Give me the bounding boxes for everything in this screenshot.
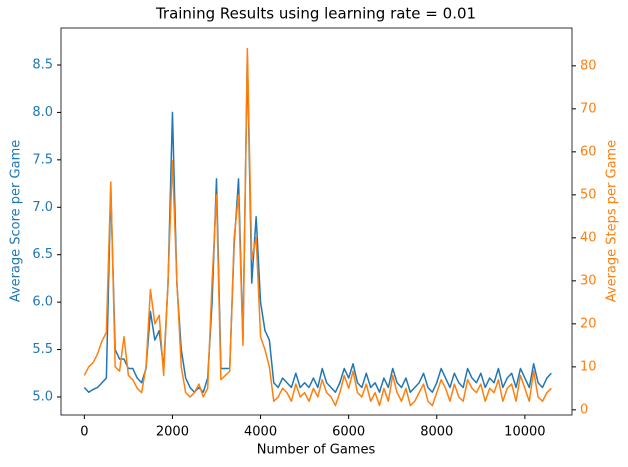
y2-tick-label: 0 [580, 402, 588, 417]
y2-tick-label: 60 [580, 144, 597, 159]
y-tick-label: 8.5 [32, 57, 53, 72]
plot-frame [60, 27, 573, 416]
x-tick-label: 0 [80, 425, 88, 440]
y-tick-label: 8.0 [32, 105, 53, 120]
y2-tick-label: 70 [580, 101, 597, 116]
y-axis-label: Average Score per Game [9, 140, 24, 303]
line-series [83, 47, 552, 407]
y-tick-label: 7.0 [32, 200, 53, 215]
y2-tick-label: 80 [580, 58, 597, 73]
y-tick-label: 5.5 [32, 342, 53, 357]
y2-axis-label: Average Steps per Game [605, 140, 620, 302]
y2-tick-label: 50 [580, 187, 597, 202]
y2-tick-label: 20 [580, 316, 597, 331]
x-tick-label: 4000 [244, 425, 277, 440]
y-tick-label: 5.0 [32, 389, 53, 404]
y2-tick-label: 10 [580, 359, 597, 374]
y-tick-label: 6.5 [32, 247, 53, 262]
y-tick-label: 7.5 [32, 152, 53, 167]
line-series [83, 54, 552, 393]
x-tick-label: 10000 [504, 425, 545, 440]
y2-tick-label: 40 [580, 230, 597, 245]
x-tick-label: 6000 [332, 425, 365, 440]
x-axis-label: Number of Games [257, 443, 376, 458]
x-tick-label: 2000 [156, 425, 189, 440]
y2-tick-label: 30 [580, 273, 597, 288]
x-tick-label: 8000 [420, 425, 453, 440]
chart-title: Training Results using learning rate = 0… [155, 5, 476, 23]
y-tick-label: 6.0 [32, 295, 53, 310]
